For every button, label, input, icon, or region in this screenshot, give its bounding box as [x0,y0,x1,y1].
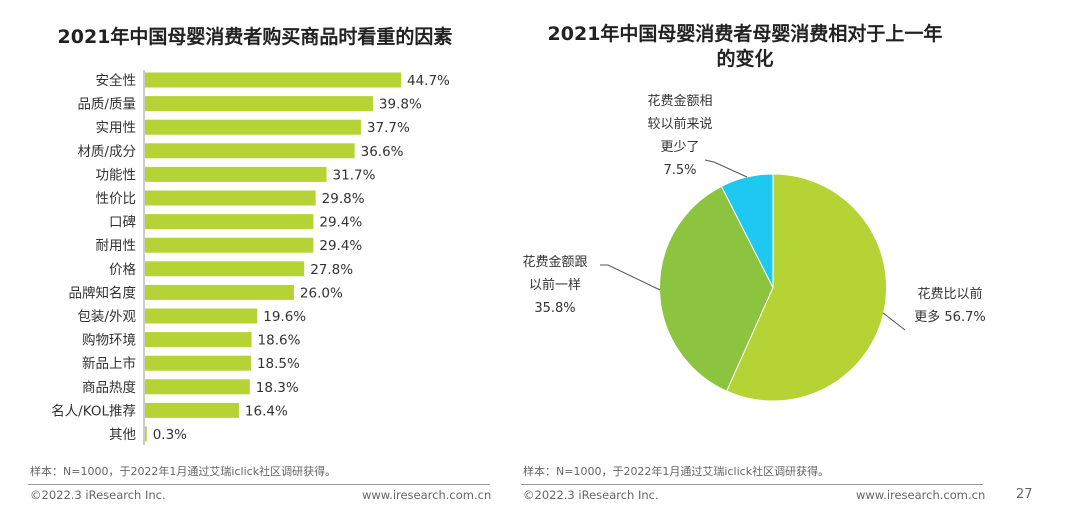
bar [145,214,314,230]
value-label: 31.7% [333,167,376,183]
category-label: 新品上市 [82,355,136,372]
label-line: 花费金额跟 [522,255,588,270]
label-line: 花费金额相 [647,94,713,109]
pie-slice [725,173,887,402]
bar [145,308,258,324]
copyright-right: ©2022.3 iResearch Inc. [523,488,659,502]
category-label: 其他 [109,427,136,443]
category-label: 材质/成分 [77,144,136,160]
bar [145,355,251,371]
category-label: 性价比 [96,191,137,207]
value-label: 26.0% [300,285,343,301]
bar [145,96,373,112]
value-label: 29.8% [322,191,365,207]
value-label: 29.4% [319,215,362,231]
bar [145,143,355,159]
category-label: 商品热度 [82,380,136,396]
bar [145,119,361,135]
pie-chart-title: 2021年中国母婴消费者母婴消费相对于上一年 的变化 [510,22,980,72]
category-label: 购物环境 [82,333,136,349]
website-right[interactable]: www.iresearch.com.cn [856,488,986,502]
bar [145,261,305,277]
category-label: 名人/KOL推荐 [51,403,136,419]
category-label: 耐用性 [96,238,137,254]
copyright-left: ©2022.3 iResearch Inc. [30,488,166,502]
category-label: 安全性 [96,72,137,89]
value-label: 37.7% [367,120,410,136]
value-label: 0.3% [153,427,187,443]
value-label: 29.4% [319,238,362,254]
label-line: 更多 56.7% [914,310,986,325]
label-line: 更少了 [660,140,700,155]
bar [145,402,239,418]
value-label: 19.6% [263,309,306,325]
value-label: 27.8% [310,262,353,278]
website-left[interactable]: www.iresearch.com.cn [362,488,492,502]
value-label: 18.5% [257,356,300,372]
label-line: 以前一样 [528,278,581,293]
bar [145,190,316,206]
page-number: 27 [1016,487,1033,502]
pie-title-line2: 的变化 [716,48,774,70]
leader-line [882,312,906,331]
footer-divider-left [28,484,490,485]
value-label: 16.4% [245,403,288,419]
pie-label-same: 花费金额跟 以前一样 35.8% [505,251,605,320]
category-label: 价格 [109,262,136,278]
pie-title-line1: 2021年中国母婴消费者母婴消费相对于上一年 [547,23,943,45]
label-line: 花费比以前 [917,287,983,302]
bar [145,379,250,395]
bar [145,237,314,253]
value-label: 36.6% [361,144,404,160]
bar-chart-title: 2021年中国母婴消费者购买商品时看重的因素 [57,26,453,48]
category-label: 品质/质量 [77,97,136,113]
value-label: 18.3% [256,380,299,396]
category-label: 实用性 [96,120,137,136]
value-label: 44.7% [407,73,450,89]
value-label: 18.6% [258,333,301,349]
footer-divider-right [521,484,983,485]
category-label: 口碑 [109,215,136,231]
category-label: 包装/外观 [77,309,136,325]
pie-chart [600,159,906,402]
label-line: 较以前来说 [647,117,713,132]
bar-sample-note: 样本：N=1000，于2022年1月通过艾瑞iclick社区调研获得。 [30,465,337,478]
bar [145,166,327,182]
bar [145,72,401,88]
category-label: 功能性 [96,167,137,183]
bar [145,332,252,348]
leader-line [704,159,748,178]
category-label: 品牌知名度 [69,284,137,301]
bar-chart: 安全性 44.7% 品质/质量 39.8% 实用性 37.7% 材质/成分 36.6% 功能性 3… [51,70,450,445]
pie-sample-note: 样本：N=1000，于2022年1月通过艾瑞iclick社区调研获得。 [523,465,830,478]
bar [145,284,294,300]
label-line: 35.8% [534,301,576,316]
pie-label-more: 花费比以前 更多 56.7% [900,283,1000,329]
bar [145,426,147,442]
value-label: 39.8% [379,97,422,113]
pie-label-less: 花费金额相 较以前来说 更少了 7.5% [630,90,730,182]
leader-line [600,264,661,291]
label-line: 7.5% [663,163,697,178]
